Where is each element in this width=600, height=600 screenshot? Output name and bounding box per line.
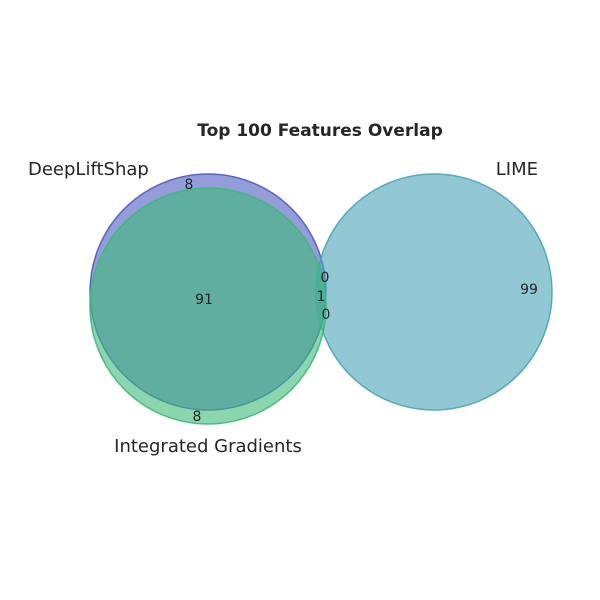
chart-title: Top 100 Features Overlap bbox=[197, 121, 443, 141]
set-label-deepliftshap: DeepLiftShap bbox=[28, 159, 149, 180]
circle-integrated-gradients bbox=[89, 187, 327, 425]
circle-lime bbox=[315, 173, 553, 411]
region-integrated-gradients-lime: 0 bbox=[322, 307, 331, 323]
set-label-integrated-gradients: Integrated Gradients bbox=[114, 436, 302, 457]
set-label-lime: LIME bbox=[496, 159, 538, 180]
region-deepliftshap-integrated-gradients: 91 bbox=[195, 292, 213, 308]
region-integrated-gradients-only: 8 bbox=[193, 409, 202, 425]
set-circles bbox=[89, 173, 553, 425]
region-deepliftshap-only: 8 bbox=[185, 177, 194, 193]
region-lime-only: 99 bbox=[520, 282, 538, 298]
region-all-three: 1 bbox=[317, 289, 326, 305]
region-deepliftshap-lime: 0 bbox=[321, 270, 330, 286]
